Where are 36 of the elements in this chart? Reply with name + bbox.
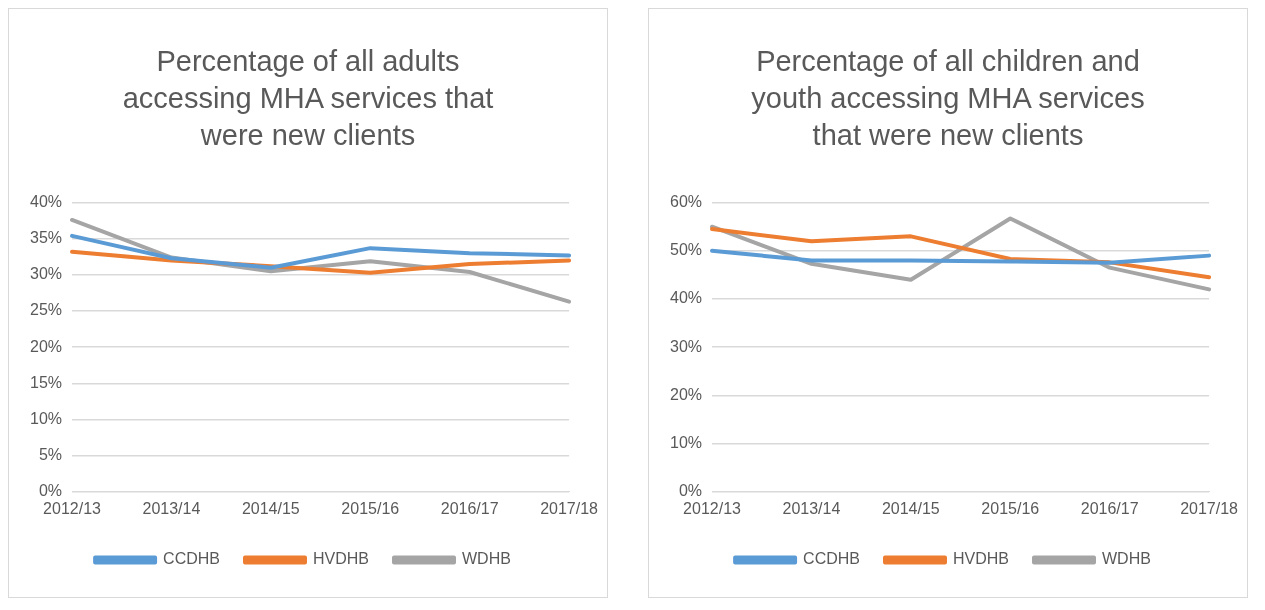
legend-label: HVDHB [313, 550, 370, 568]
y-tick-label: 20% [29, 337, 63, 355]
x-tick-label: 2012/13 [683, 499, 742, 517]
x-tick-label: 2013/14 [142, 499, 201, 517]
x-tick-label: 2015/16 [341, 499, 400, 517]
y-tick-label: 35% [29, 229, 63, 247]
y-tick-label: 30% [669, 337, 703, 355]
legend-label: WDHB [1102, 550, 1151, 568]
legend-label: WDHB [462, 550, 511, 568]
y-tick-label: 5% [38, 446, 63, 464]
chart-title: Percentage of all children and youth accessing MHA services that were new clients [750, 44, 1146, 153]
legend-label: CCDHB [803, 550, 860, 568]
y-tick-label: 60% [669, 193, 703, 211]
y-tick-label: 30% [29, 265, 63, 283]
y-tick-label: 20% [669, 385, 703, 403]
x-tick-label: 2014/15 [881, 499, 940, 517]
x-tick-label: 2013/14 [782, 499, 841, 517]
chart-title: Percentage of all adults accessing MHA services that were new clients [121, 44, 495, 153]
x-tick-label: 2017/18 [1180, 499, 1239, 517]
y-tick-label: 40% [29, 193, 63, 211]
y-tick-label: 0% [38, 482, 63, 500]
x-tick-label: 2012/13 [43, 499, 102, 517]
legend-label: CCDHB [163, 550, 220, 568]
y-tick-label: 50% [669, 241, 703, 259]
x-tick-label: 2014/15 [241, 499, 300, 517]
x-tick-label: 2017/18 [540, 499, 599, 517]
y-tick-label: 10% [29, 409, 63, 427]
y-tick-label: 10% [669, 434, 703, 452]
y-tick-label: 0% [678, 482, 703, 500]
legend-label: HVDHB [953, 550, 1010, 568]
y-tick-label: 15% [29, 373, 63, 391]
x-tick-label: 2016/17 [1080, 499, 1139, 517]
y-tick-label: 25% [29, 301, 63, 319]
x-tick-label: 2015/16 [981, 499, 1040, 517]
y-tick-label: 40% [669, 289, 703, 307]
x-tick-label: 2016/17 [440, 499, 499, 517]
